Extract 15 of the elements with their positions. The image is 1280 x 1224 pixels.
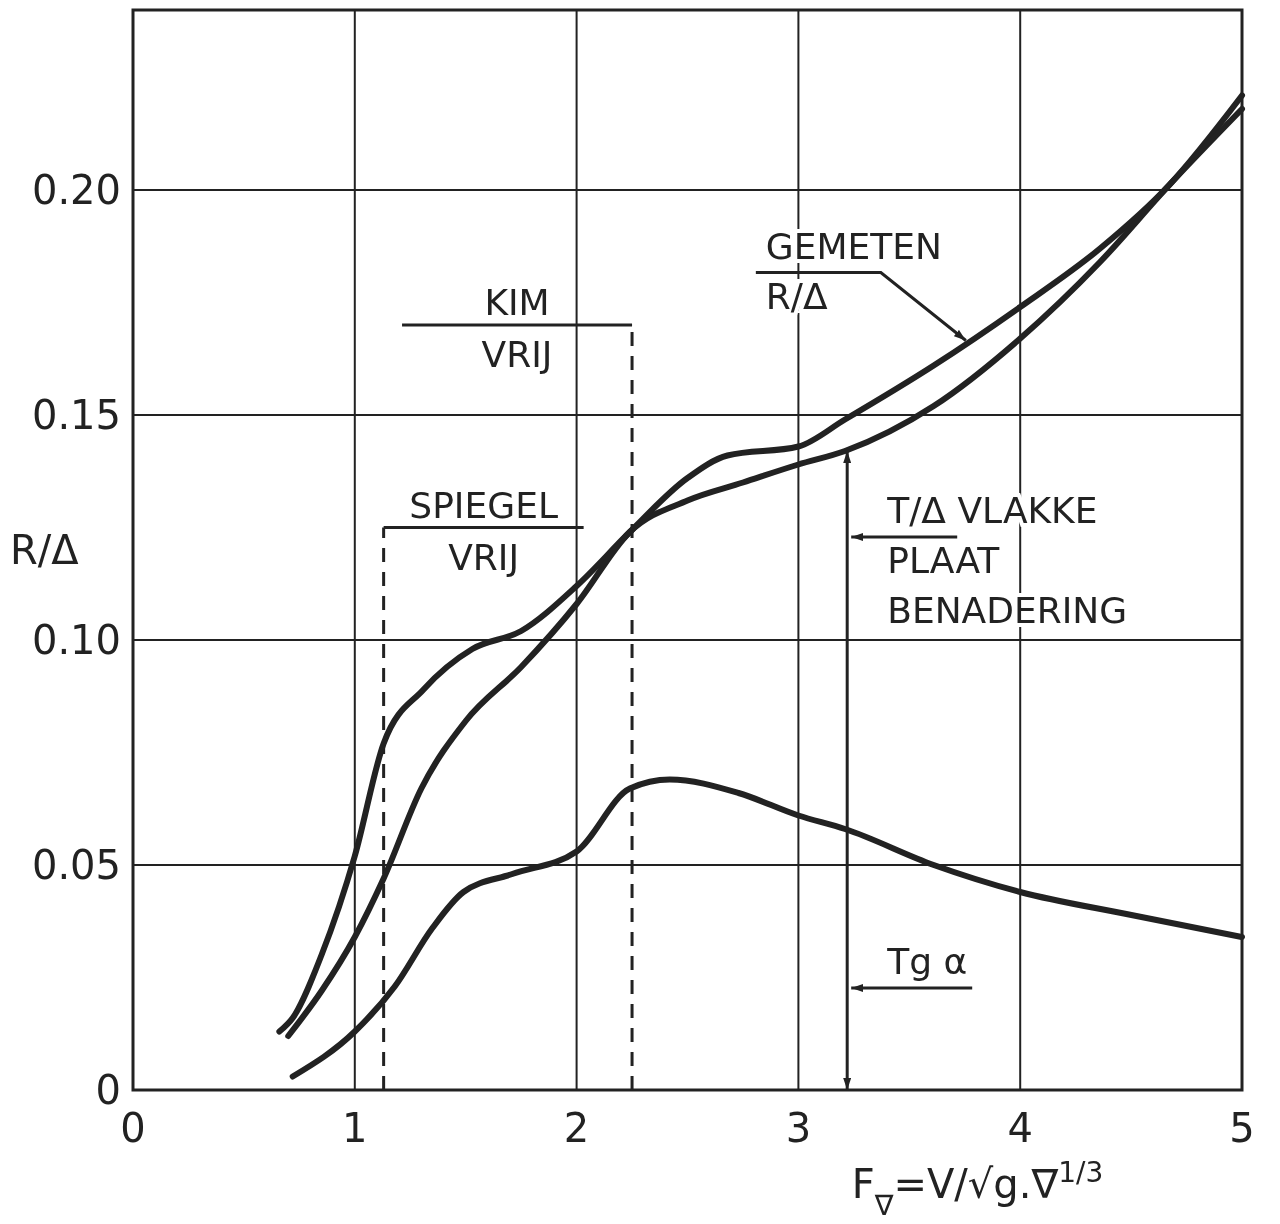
y-tick-label: 0.15 <box>31 392 121 438</box>
y-tick-label: 0.10 <box>31 617 121 663</box>
ref-line-label: KIM VRIJ <box>481 282 553 375</box>
x-axis-title: F$_{∇}$=V/√g.∇$^{1/3}$ <box>851 1155 1104 1222</box>
x-tick-label: 4 <box>1007 1105 1033 1151</box>
y-tick-label: 0 <box>95 1067 121 1113</box>
x-tick-label: 3 <box>785 1105 812 1151</box>
x-tick-label: 5 <box>1229 1105 1255 1151</box>
y-tick-label: 0.05 <box>31 842 121 888</box>
annotation: Tg α <box>886 941 968 982</box>
x-tick-label: 2 <box>563 1105 590 1151</box>
y-axis-title: R/Δ <box>10 527 80 573</box>
x-tick-label: 1 <box>342 1105 368 1151</box>
y-tick-label: 0.20 <box>31 167 121 213</box>
ref-line-label: SPIEGEL VRIJ <box>409 484 558 578</box>
